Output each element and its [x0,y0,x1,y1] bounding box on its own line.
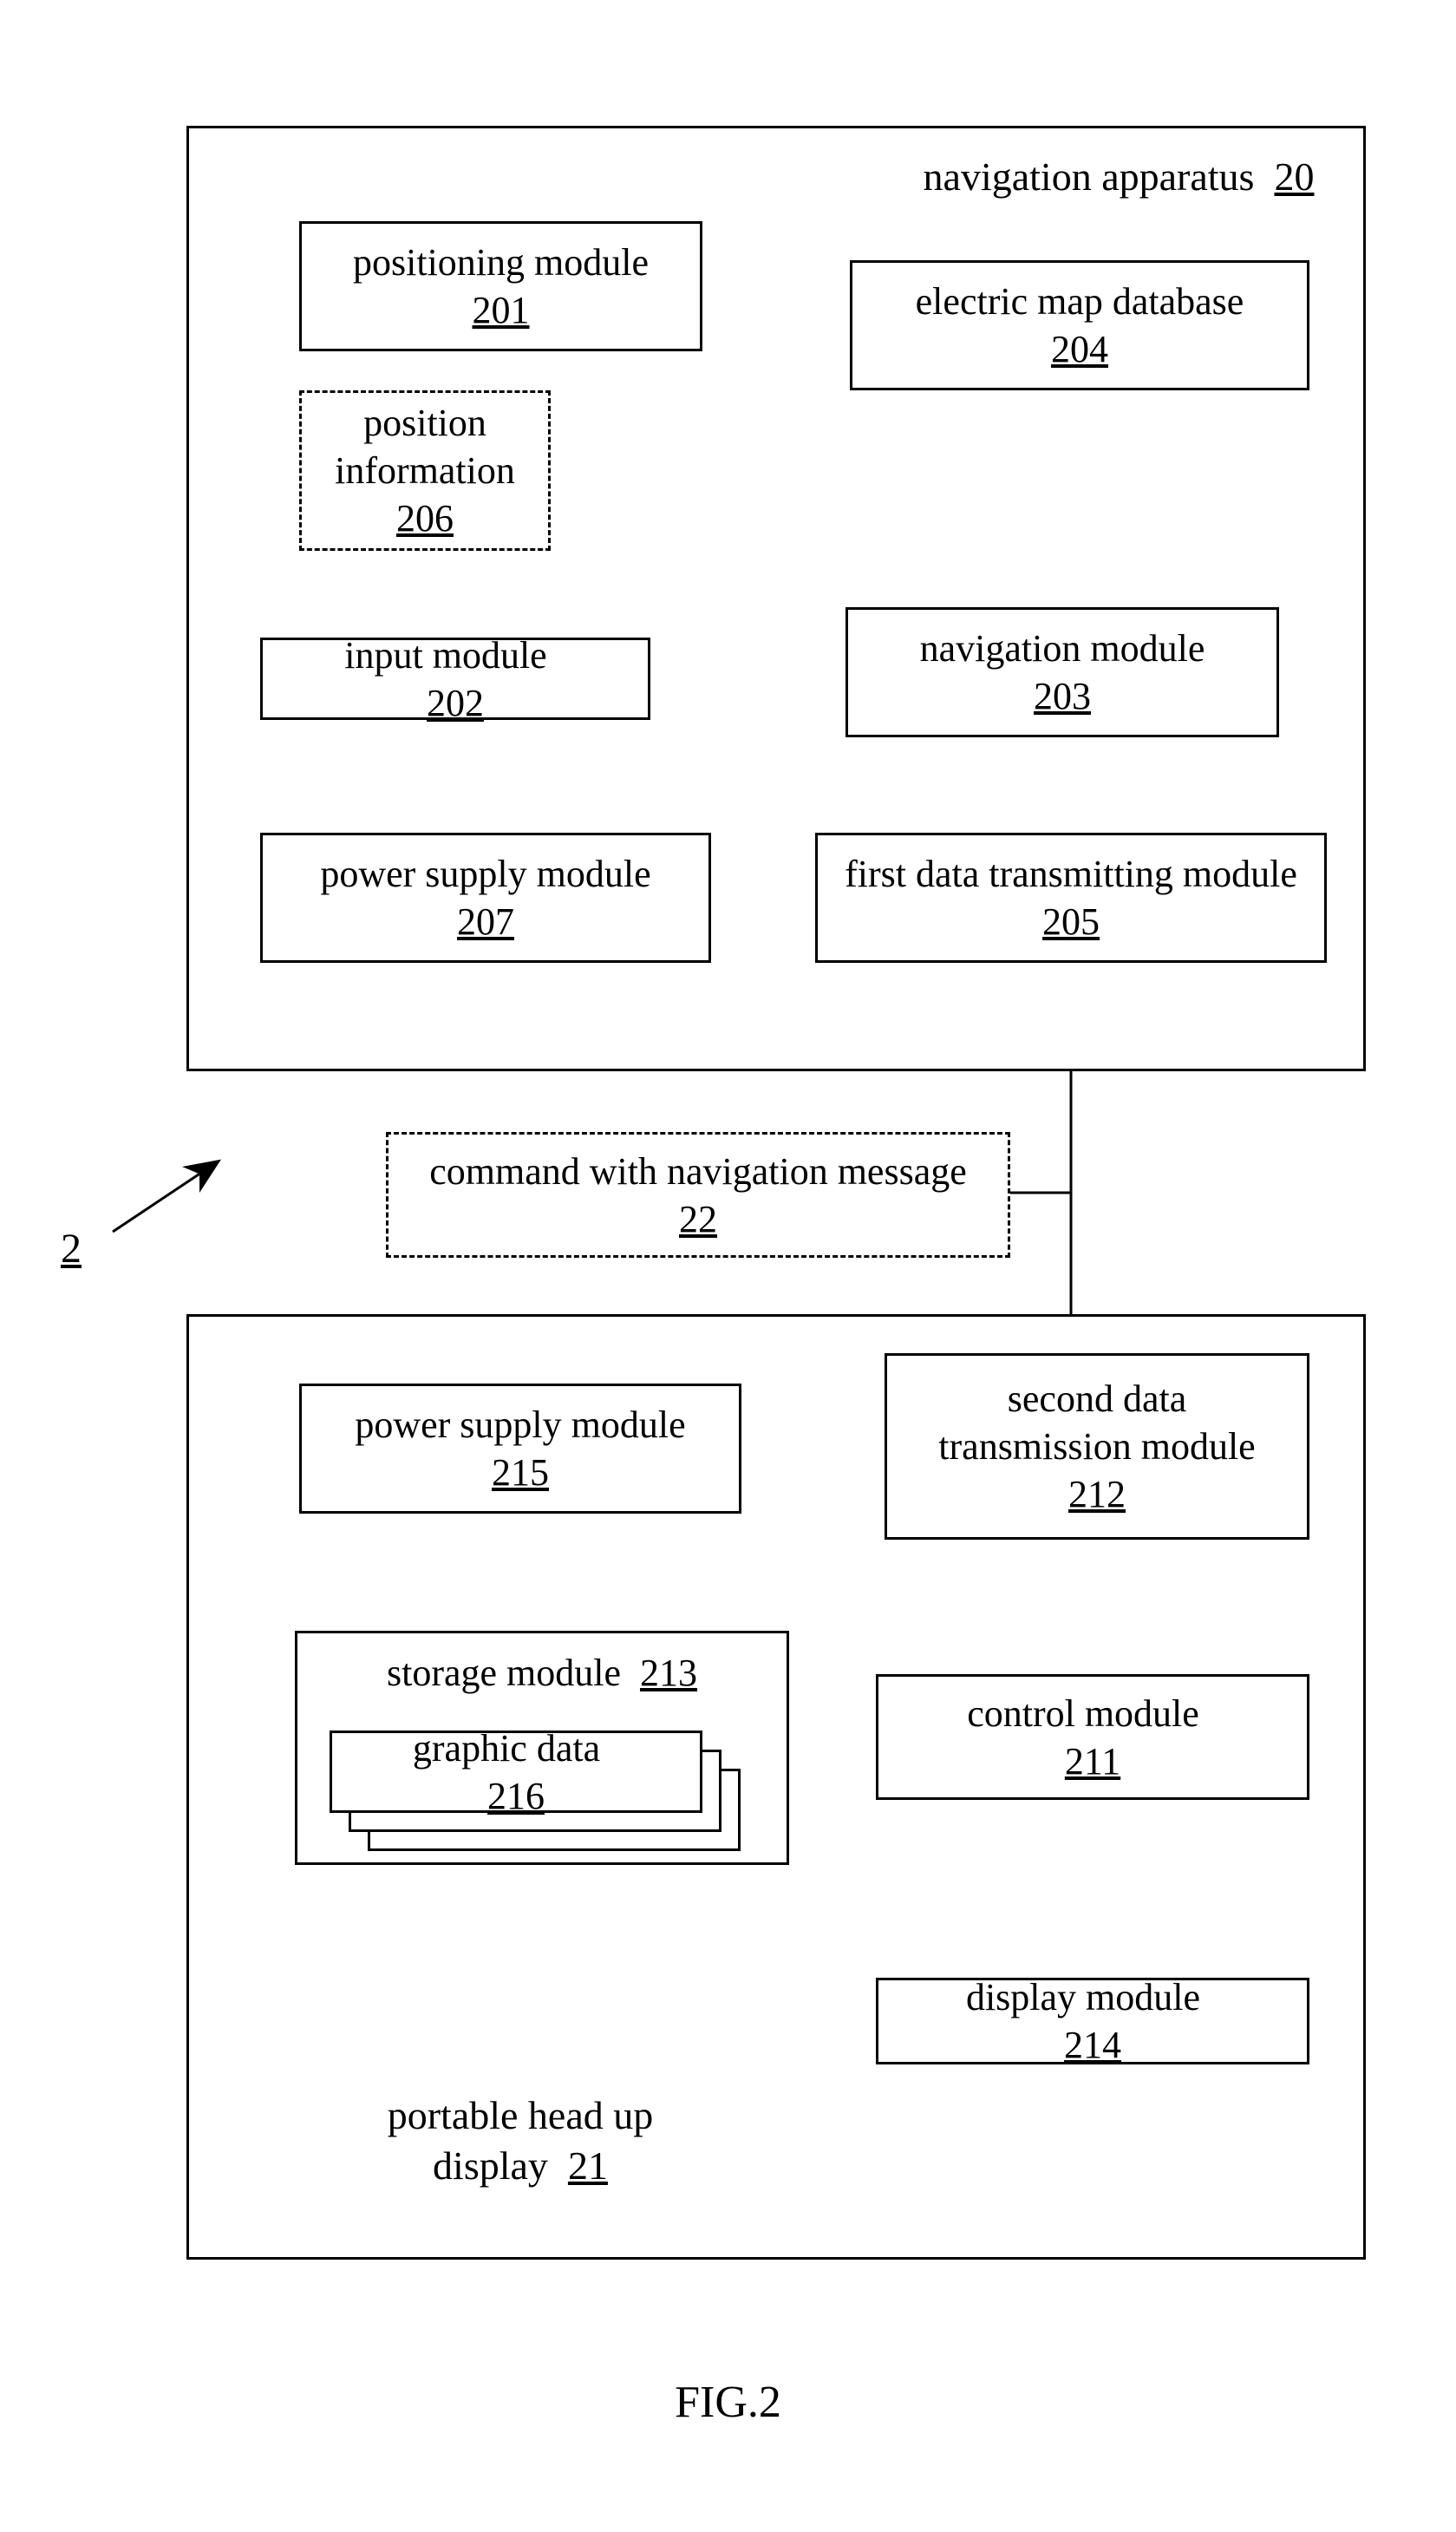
hud-title: portable head up display 21 [304,2090,737,2190]
system-id: 2 [61,1223,82,1275]
power_bot-box: power supply module215 [299,1384,741,1514]
graphic-box: graphic data 216 [330,1731,702,1813]
nav_app-title: navigation apparatus 20 [885,152,1353,202]
input-box: input module 202 [260,638,650,720]
display-box: display module 214 [876,1978,1309,2064]
nav_mod-box: navigation module203 [846,607,1279,737]
map_db-box: electric map database204 [850,260,1309,390]
cmd_msg-box: command with navigation message 22 [386,1132,1010,1258]
diagram-canvas: navigation apparatus 20 portable head up … [0,35,1456,2497]
figure-label: FIG.2 [0,2377,1456,2428]
positioning-box: positioning module201 [299,221,702,351]
power_top-box: power supply module207 [260,833,711,963]
first_tx-box: first data transmitting module 205 [815,833,1327,963]
pos_info-box: position information206 [299,390,551,551]
control-box: control module 211 [876,1674,1309,1800]
second_tx-box: second datatransmission module212 [885,1353,1309,1540]
